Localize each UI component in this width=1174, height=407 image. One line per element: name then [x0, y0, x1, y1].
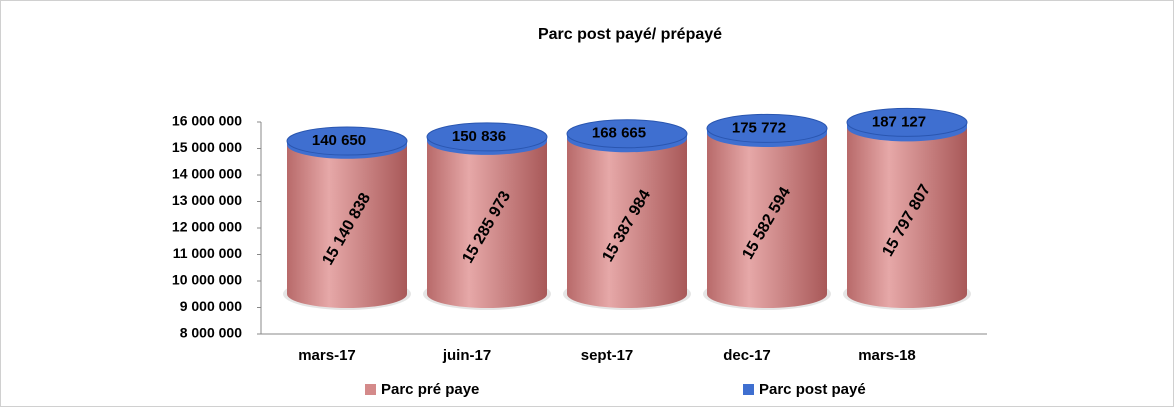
x-tick-label: mars-17 — [298, 347, 356, 364]
x-tick-label: sept-17 — [581, 347, 634, 364]
x-tick-label: mars-18 — [858, 347, 916, 364]
y-tick-label: 10 000 000 — [172, 272, 242, 288]
cylinder-top — [566, 119, 688, 149]
value-label: 175 772 — [732, 119, 786, 136]
bar — [287, 144, 407, 308]
x-tick-label: juin-17 — [442, 347, 491, 364]
legend-swatch — [743, 384, 754, 395]
y-tick-label: 9 000 000 — [180, 298, 242, 314]
bar — [707, 133, 827, 308]
cylinder-top — [286, 126, 408, 156]
y-tick-label: 14 000 000 — [172, 166, 242, 182]
bar — [427, 140, 547, 308]
value-label: 140 650 — [312, 132, 366, 149]
bar — [847, 127, 967, 308]
value-label: 168 665 — [592, 125, 646, 142]
chart-title: Parc post payé/ prépayé — [538, 26, 722, 43]
x-tick-label: dec-17 — [723, 347, 771, 364]
cylinder-top — [706, 113, 828, 143]
legend-label: Parc post payé — [759, 381, 866, 398]
legend-label: Parc pré paye — [381, 381, 479, 398]
cylinder-top — [426, 122, 548, 152]
y-tick-label: 11 000 000 — [173, 245, 243, 261]
value-label: 187 127 — [872, 113, 926, 130]
legend-swatch — [365, 384, 376, 395]
y-tick-label: 12 000 000 — [172, 219, 242, 235]
y-tick-label: 16 000 000 — [172, 113, 242, 129]
y-tick-label: 15 000 000 — [172, 139, 242, 155]
bar — [567, 138, 687, 308]
value-label: 150 836 — [452, 128, 506, 145]
y-tick-label: 13 000 000 — [172, 192, 242, 208]
cylinder-top — [846, 107, 968, 137]
y-tick-label: 8 000 000 — [180, 325, 242, 341]
